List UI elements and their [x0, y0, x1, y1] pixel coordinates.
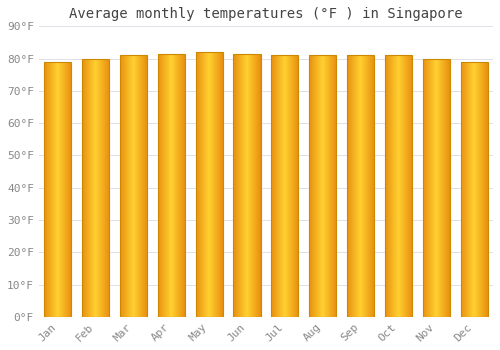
- Bar: [309, 55, 336, 317]
- Bar: [120, 55, 147, 317]
- Bar: [234, 54, 260, 317]
- Bar: [196, 52, 223, 317]
- Bar: [422, 58, 450, 317]
- Title: Average monthly temperatures (°F ) in Singapore: Average monthly temperatures (°F ) in Si…: [69, 7, 462, 21]
- Bar: [347, 55, 374, 317]
- Bar: [271, 55, 298, 317]
- Bar: [385, 55, 412, 317]
- Bar: [158, 54, 185, 317]
- Bar: [460, 62, 488, 317]
- Bar: [44, 62, 72, 317]
- Bar: [82, 58, 109, 317]
